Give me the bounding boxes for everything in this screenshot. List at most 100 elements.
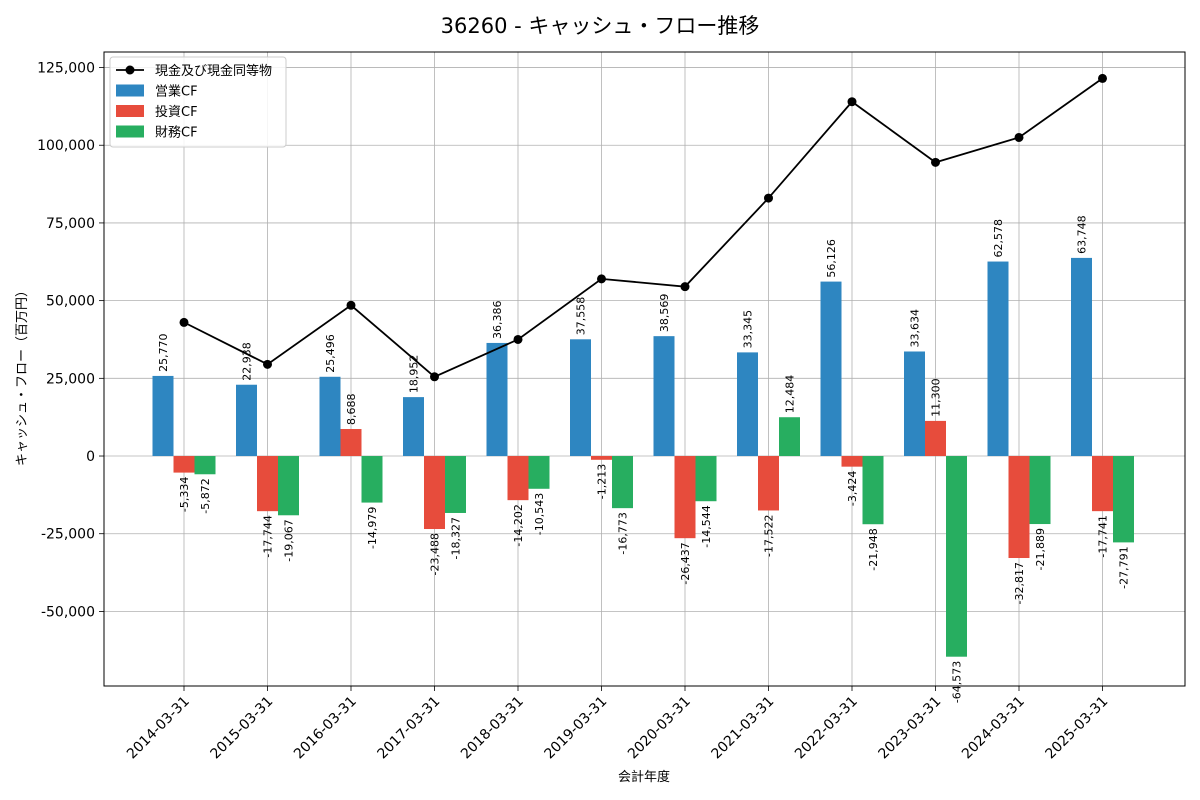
data-label: 33,634 xyxy=(909,309,922,348)
legend-swatch xyxy=(116,125,144,138)
data-label: -27,791 xyxy=(1118,546,1131,588)
data-label: 56,126 xyxy=(825,239,838,278)
bar-投資CF-2021-03-31 xyxy=(758,456,779,511)
bar-営業CF-2021-03-31 xyxy=(737,352,758,457)
x-tick-label: 2019-03-31 xyxy=(541,694,610,763)
bar-営業CF-2016-03-31 xyxy=(319,376,341,457)
cash-point-2015-03-31 xyxy=(263,359,272,369)
bar-営業CF-2018-03-31 xyxy=(486,342,508,457)
line-layer xyxy=(179,73,1107,382)
data-label: -3,424 xyxy=(846,471,859,506)
bar-財務CF-2016-03-31 xyxy=(361,456,383,503)
cash-point-2024-03-31 xyxy=(1014,132,1024,142)
y-tick-label: 0 xyxy=(86,449,95,465)
data-label: -17,741 xyxy=(1097,515,1110,557)
bar-投資CF-2017-03-31 xyxy=(424,456,445,530)
bar-財務CF-2019-03-31 xyxy=(612,456,633,509)
bar-財務CF-2025-03-31 xyxy=(1113,456,1134,543)
data-label: -17,522 xyxy=(763,514,776,556)
data-label: -18,327 xyxy=(450,517,463,559)
legend-entry: 営業CF xyxy=(155,84,198,100)
labels-layer: 25,770 22,938 25,496 18,952 36,386 37,558 38,5… xyxy=(157,215,1131,703)
bar-営業CF-2024-03-31 xyxy=(987,261,1009,457)
data-label: -17,744 xyxy=(262,515,275,557)
legend-box xyxy=(109,56,287,148)
x-tick-label: 2014-03-31 xyxy=(124,694,193,763)
bar-投資CF-2025-03-31 xyxy=(1092,456,1113,512)
data-label: -21,889 xyxy=(1034,528,1047,570)
cash-point-2023-03-31 xyxy=(931,157,940,167)
x-tick-label: 2021-03-31 xyxy=(708,694,777,763)
data-label: 37,558 xyxy=(575,297,588,336)
bar-財務CF-2022-03-31 xyxy=(862,456,884,525)
data-label: 25,770 xyxy=(157,333,170,372)
bar-営業CF-2015-03-31 xyxy=(236,384,257,457)
y-tick-label: -50,000 xyxy=(41,604,95,620)
data-label: -14,544 xyxy=(700,505,713,547)
bar-投資CF-2015-03-31 xyxy=(257,456,278,512)
x-tick-label: 2025-03-31 xyxy=(1042,694,1111,763)
data-label: -5,872 xyxy=(199,478,212,513)
bar-投資CF-2024-03-31 xyxy=(1008,456,1030,559)
bar-営業CF-2014-03-31 xyxy=(152,375,174,457)
cash-point-2021-03-31 xyxy=(764,193,773,203)
y-tick-label: -25,000 xyxy=(41,527,95,543)
plot-frame xyxy=(103,51,1186,687)
bar-営業CF-2022-03-31 xyxy=(820,281,842,457)
cash-point-2019-03-31 xyxy=(597,274,606,284)
legend-entry: 財務CF xyxy=(155,126,198,141)
cash-point-2016-03-31 xyxy=(346,300,356,310)
data-label: 36,386 xyxy=(491,300,504,339)
data-label: -1,213 xyxy=(596,464,609,499)
data-label: -26,437 xyxy=(679,542,692,584)
bar-財務CF-2018-03-31 xyxy=(528,456,550,489)
bar-営業CF-2019-03-31 xyxy=(570,339,591,457)
legend-swatch xyxy=(116,84,144,97)
data-label: 12,484 xyxy=(784,375,797,414)
bar-財務CF-2020-03-31 xyxy=(695,456,717,502)
bar-財務CF-2014-03-31 xyxy=(194,456,216,475)
y-axis: -50,000 -25,000 0 25,000 50,000 75,000 100,000… xyxy=(37,61,104,620)
data-label: 38,569 xyxy=(658,294,671,333)
grid-layer xyxy=(104,52,1185,686)
data-label: -32,817 xyxy=(1013,562,1026,604)
cash-point-2014-03-31 xyxy=(179,317,189,327)
cash-point-2018-03-31 xyxy=(513,334,523,344)
y-tick-label: 100,000 xyxy=(37,138,95,154)
y-tick-label: 75,000 xyxy=(46,216,95,232)
y-tick-label: 50,000 xyxy=(46,294,95,310)
data-label: 18,952 xyxy=(408,355,421,394)
bar-投資CF-2022-03-31 xyxy=(841,456,863,467)
cash-point-2025-03-31 xyxy=(1098,73,1107,83)
x-tick-label: 2018-03-31 xyxy=(458,694,527,763)
data-label: -16,773 xyxy=(617,512,630,554)
data-label: -19,067 xyxy=(283,519,296,561)
bar-投資CF-2016-03-31 xyxy=(340,429,362,457)
data-label: 63,748 xyxy=(1076,215,1089,254)
legend-entry: 投資CF xyxy=(155,104,198,120)
data-label: 8,688 xyxy=(345,394,358,426)
data-label: 25,496 xyxy=(324,334,337,373)
data-label: -10,543 xyxy=(533,493,546,535)
x-axis-label: 会計年度 xyxy=(618,769,670,785)
legend-swatch xyxy=(116,105,144,117)
data-label: 33,345 xyxy=(742,310,755,349)
data-label: -64,573 xyxy=(951,661,964,703)
bar-投資CF-2019-03-31 xyxy=(591,456,612,460)
y-tick-label: 25,000 xyxy=(46,371,95,387)
cash-point-2017-03-31 xyxy=(430,372,439,382)
bar-営業CF-2017-03-31 xyxy=(403,397,424,457)
bar-財務CF-2015-03-31 xyxy=(278,456,299,516)
data-label: 62,578 xyxy=(992,219,1005,258)
bar-財務CF-2023-03-31 xyxy=(946,456,967,657)
bars-layer xyxy=(152,257,1134,657)
cash-point-2022-03-31 xyxy=(847,97,857,107)
bar-投資CF-2014-03-31 xyxy=(173,456,195,473)
x-tick-label: 2023-03-31 xyxy=(875,694,944,763)
x-tick-label: 2024-03-31 xyxy=(959,694,1028,763)
x-tick-label: 2017-03-31 xyxy=(374,694,443,763)
x-tick-label: 2020-03-31 xyxy=(625,694,694,763)
bar-財務CF-2017-03-31 xyxy=(445,456,466,513)
